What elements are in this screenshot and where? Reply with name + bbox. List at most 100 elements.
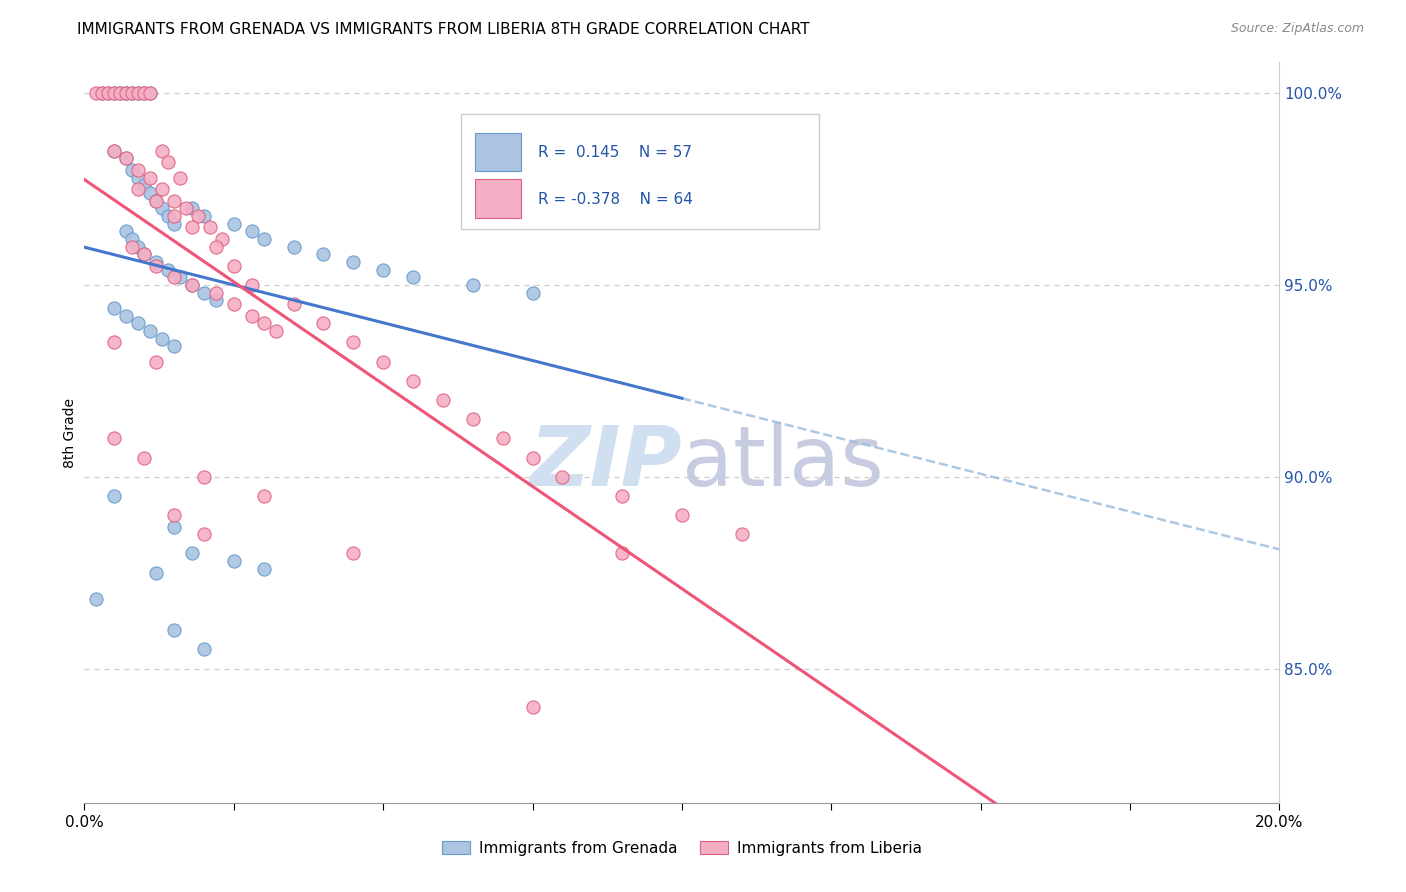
Bar (475, 133, 520, 171)
Point (211, 232, 233, 246)
Point (222, 297, 245, 311)
Point (181, 277, 204, 292)
Point (253, 489, 276, 503)
Point (222, 259, 245, 273)
Point (121, 86, 143, 100)
Point (181, 220, 204, 235)
Point (139, 86, 162, 100)
Point (163, 217, 186, 231)
Point (253, 316, 276, 330)
Point (181, 546, 204, 560)
Point (193, 469, 215, 483)
Point (181, 277, 204, 292)
Text: ZIP: ZIP (529, 422, 682, 503)
Point (163, 194, 186, 208)
Point (150, 201, 173, 215)
Point (145, 566, 167, 580)
Point (145, 255, 167, 269)
Point (127, 86, 149, 100)
Point (110, 86, 132, 100)
Point (115, 309, 138, 323)
Point (139, 86, 162, 100)
Point (342, 255, 364, 269)
Point (127, 86, 149, 100)
Point (127, 316, 149, 330)
Bar (475, 179, 520, 218)
Point (163, 339, 186, 353)
Text: atlas: atlas (682, 422, 883, 503)
Point (461, 412, 484, 426)
Point (139, 170, 162, 185)
Point (132, 247, 156, 261)
Point (253, 232, 276, 246)
Point (132, 247, 156, 261)
Point (193, 642, 215, 657)
Point (115, 86, 138, 100)
Point (222, 217, 245, 231)
Point (157, 155, 180, 169)
Point (103, 86, 125, 100)
Point (373, 354, 395, 368)
Point (312, 316, 335, 330)
Point (283, 239, 305, 253)
Point (205, 285, 228, 300)
Legend: Immigrants from Grenada, Immigrants from Liberia: Immigrants from Grenada, Immigrants from… (436, 835, 928, 862)
Point (342, 335, 364, 350)
Y-axis label: 8th Grade: 8th Grade (63, 398, 77, 467)
Point (461, 277, 484, 292)
Point (121, 162, 143, 177)
Point (127, 170, 149, 185)
Point (150, 144, 173, 158)
Point (671, 508, 693, 522)
Point (103, 431, 125, 445)
Point (127, 182, 149, 196)
Text: R = -0.378    N = 64: R = -0.378 N = 64 (538, 192, 693, 207)
Point (97, 86, 120, 100)
Point (115, 152, 138, 166)
Point (169, 170, 191, 185)
Point (132, 178, 156, 193)
Point (522, 285, 544, 300)
Point (253, 562, 276, 576)
Point (342, 546, 364, 560)
Point (115, 86, 138, 100)
Point (150, 332, 173, 346)
Point (139, 186, 162, 200)
Point (127, 239, 149, 253)
Point (145, 259, 167, 273)
Point (132, 86, 156, 100)
Point (121, 86, 143, 100)
Point (264, 324, 287, 338)
Point (522, 699, 544, 714)
Text: R =  0.145    N = 57: R = 0.145 N = 57 (538, 145, 693, 160)
Point (103, 144, 125, 158)
Point (145, 354, 167, 368)
Point (551, 469, 574, 483)
Point (91, 86, 114, 100)
Point (86, 86, 108, 100)
Point (103, 489, 125, 503)
Point (121, 232, 143, 246)
Point (187, 209, 209, 223)
Point (193, 285, 215, 300)
Point (139, 324, 162, 338)
Point (150, 182, 173, 196)
Point (193, 209, 215, 223)
Point (240, 277, 263, 292)
Point (115, 152, 138, 166)
Point (115, 86, 138, 100)
Point (169, 270, 191, 285)
Point (121, 239, 143, 253)
Point (145, 194, 167, 208)
Point (174, 201, 197, 215)
Point (193, 527, 215, 541)
Point (402, 374, 425, 388)
Point (103, 86, 125, 100)
Point (312, 247, 335, 261)
Point (240, 309, 263, 323)
Point (103, 144, 125, 158)
Point (205, 293, 228, 308)
Point (612, 489, 634, 503)
Point (97, 86, 120, 100)
Point (127, 162, 149, 177)
